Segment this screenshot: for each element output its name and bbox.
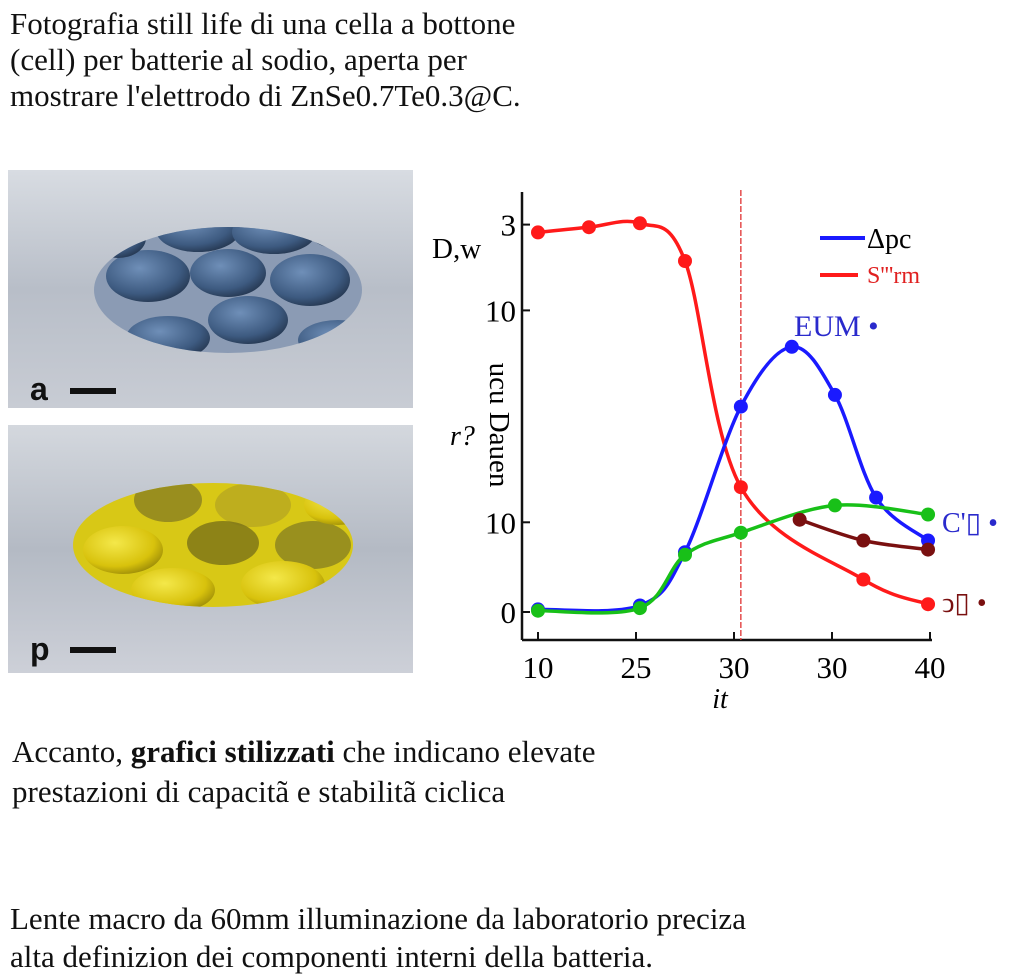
scale-bar [70,647,116,653]
series-line [537,345,930,613]
data-point [632,601,647,616]
data-point [921,507,936,522]
data-point [784,339,799,354]
data-point [856,572,871,587]
y-axis-label: ucu Dauen [483,363,515,488]
data-point [678,547,692,562]
x-tick-label: 10 [523,650,554,685]
data-point [827,498,842,513]
footer-line: alta definizion dei componenti interni d… [10,939,654,974]
x-tick-label: 30 [817,650,848,685]
x-axis-label: it [712,684,729,715]
caption-line: Accanto, grafici stilizzati che indicano… [12,732,596,772]
y-axis-extra-label: r? [450,421,475,452]
data-point [921,542,936,557]
data-point [921,597,936,612]
caption-bold-text: grafici stilizzati [130,734,335,769]
series-line [537,503,929,615]
data-point [856,533,871,548]
caption-line: prestazioni di capacitã e stabilitã cicl… [12,774,506,809]
panel-label: p [30,631,50,667]
x-tick-label: 25 [621,650,652,685]
y-tick-label: 3 [501,208,517,243]
scale-bar [70,388,116,394]
caption-text-part: che indicano elevate [334,734,596,769]
annotation: C'▯ • [942,508,998,539]
y-top-label: D,w [432,233,481,265]
legend: Δpc S'''rm [820,224,920,289]
title-line: Fotografia still life di una cella a bot… [10,6,516,41]
footer-text: Lente macro da 60mm illuminazione da lab… [10,900,746,976]
photo-panel-a: a [8,170,413,408]
x-tick-label: 30 [719,650,750,685]
data-point [733,525,748,540]
data-point [581,220,596,235]
annotation: EUM • [794,310,879,343]
photo-panel-p: p [8,425,413,673]
panel-label: a [30,371,48,407]
data-point [869,490,884,505]
legend-entry: Δpc [867,224,911,255]
data-point [827,387,842,402]
title-line: mostrare l'elettrodo di ZnSe0.7Te0.3@C. [10,78,521,113]
title-line: (cell) per batterie al sodio, aperta per [10,42,468,77]
y-tick-label: 10 [485,293,516,328]
annotation: ↄ▯ • [942,588,987,619]
data-point [733,399,748,414]
x-tick-label: 40 [915,650,946,685]
y-tick-label: 10 [485,505,516,540]
data-point [678,254,692,268]
data-point [632,216,647,231]
title-text: Fotografia still life di una cella a bot… [10,6,521,114]
chart-axes [520,192,932,642]
data-point [792,512,807,527]
caption-text: Accanto, grafici stilizzati che indicano… [12,732,596,812]
data-point [531,603,545,618]
legend-entry: S'''rm [867,263,920,289]
footer-line: Lente macro da 60mm illuminazione da lab… [10,901,746,936]
electrode-particles [83,483,353,607]
data-point [733,480,748,495]
y-tick-label: 0 [501,595,517,630]
caption-text-part: Accanto, [12,734,131,769]
data-point [531,225,545,240]
